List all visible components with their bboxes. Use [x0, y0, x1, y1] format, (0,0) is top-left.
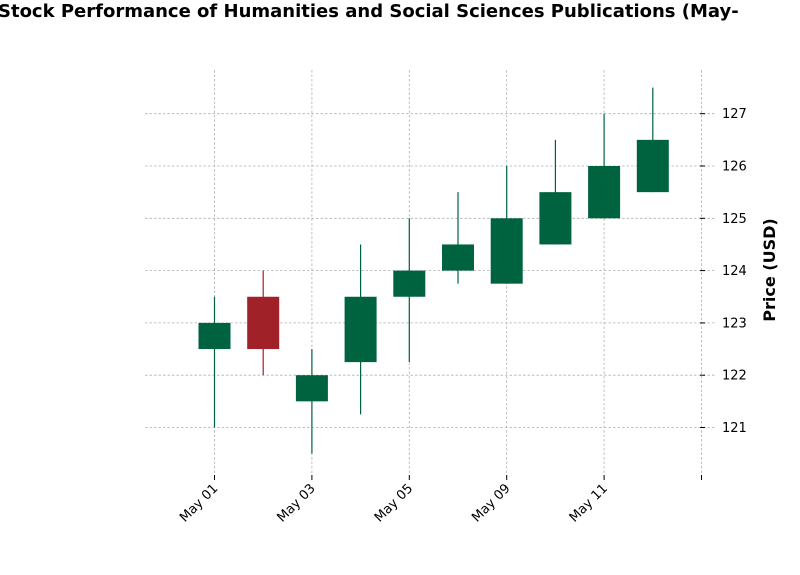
x-tick-label: May 11 — [567, 481, 611, 525]
candles — [198, 87, 669, 454]
candle-up — [588, 113, 621, 219]
y-axis-label: Price (USD) — [760, 218, 779, 321]
candle-body — [588, 166, 621, 219]
y-tick-label: 125 — [722, 212, 747, 227]
x-tick-label: May 03 — [274, 481, 318, 525]
candle-up — [198, 296, 231, 428]
candle-up — [490, 166, 523, 284]
candle-up — [539, 139, 572, 245]
candle-body — [490, 218, 523, 284]
y-tick-label: 122 — [722, 369, 747, 384]
candle-down — [247, 270, 280, 376]
candle-body — [442, 244, 474, 271]
candle-body — [393, 270, 426, 297]
candle-up — [344, 244, 377, 415]
y-tick-label: 126 — [722, 160, 747, 175]
chart-title: Stock Performance of Humanities and Soci… — [0, 1, 739, 22]
candle-body — [198, 322, 231, 350]
y-tick-label: 123 — [722, 316, 747, 331]
candle-up — [295, 349, 328, 454]
grid — [145, 70, 715, 475]
y-tick-label: 124 — [722, 264, 747, 279]
x-tick-label: May 01 — [177, 481, 221, 525]
y-tick-label: 127 — [722, 107, 747, 122]
candle-body — [295, 375, 328, 402]
candle-up — [442, 192, 474, 284]
candle-body — [636, 139, 669, 193]
candle-body — [344, 296, 377, 363]
candle-body — [247, 296, 280, 350]
candle-up — [393, 218, 426, 363]
x-tick-label: May 05 — [372, 481, 416, 525]
y-tick-label: 121 — [722, 421, 747, 436]
candle-body — [539, 192, 572, 245]
x-tick-label: May 09 — [469, 481, 513, 525]
candle-up — [636, 87, 669, 193]
